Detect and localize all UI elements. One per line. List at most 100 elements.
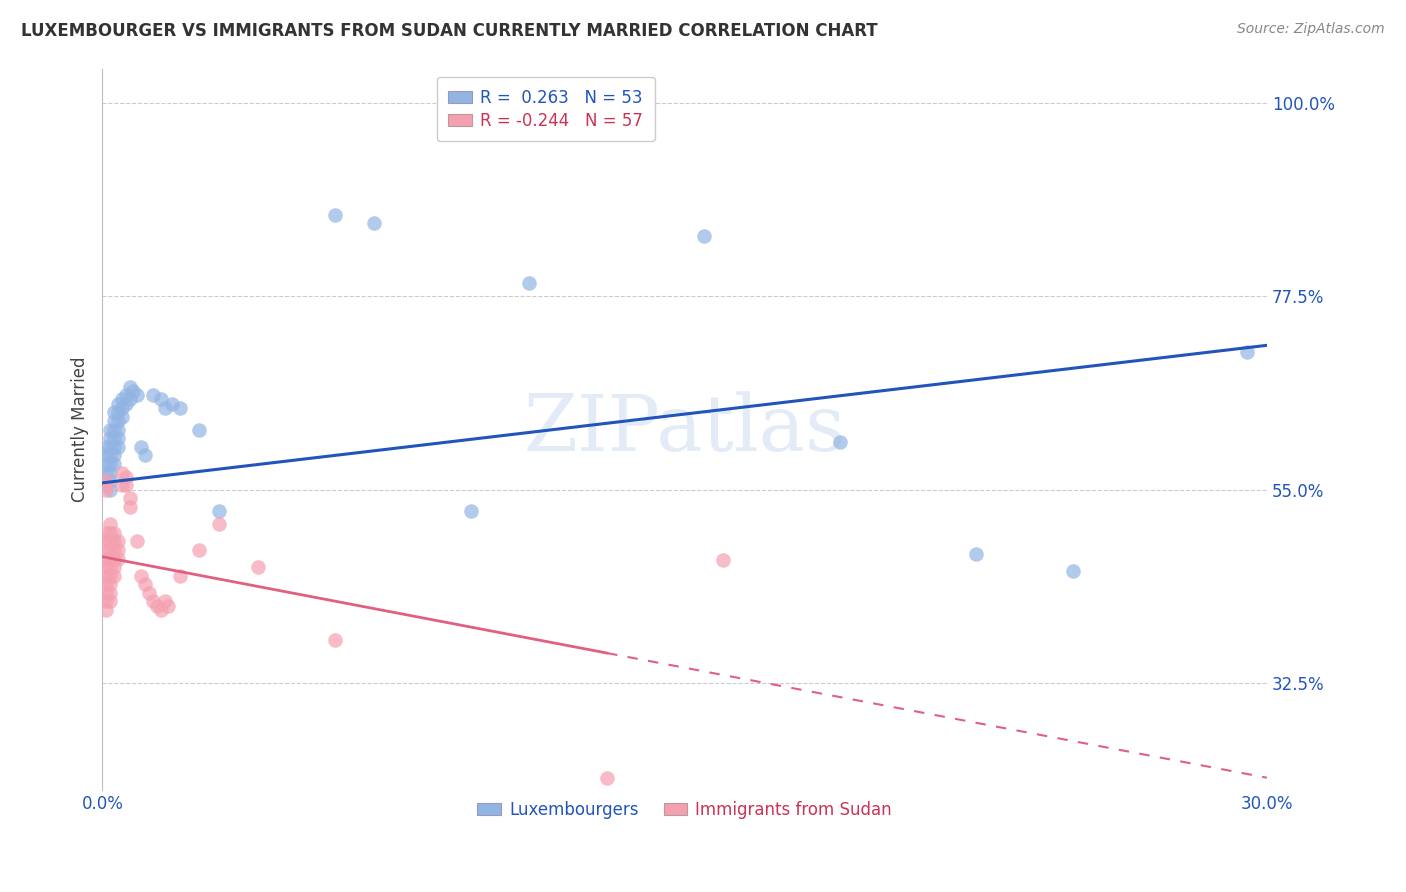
Point (96, 586, 118, 600)
Point (107, 551, 129, 566)
Point (596, 771, 619, 785)
Point (98, 517, 121, 532)
Point (98, 474, 121, 488)
Point (103, 423, 125, 437)
Point (828, 435, 851, 450)
Point (107, 405, 129, 419)
Point (103, 414, 125, 428)
Y-axis label: Currently Married: Currently Married (72, 357, 89, 502)
Text: ZIPatlas: ZIPatlas (523, 392, 845, 467)
Point (129, 440, 152, 454)
Point (114, 478, 136, 492)
Point (111, 478, 134, 492)
Point (103, 431, 125, 445)
Point (693, 229, 716, 244)
Point (323, 633, 346, 648)
Point (96, 551, 118, 566)
Point (519, 277, 541, 291)
Point (98, 457, 121, 471)
Point (134, 577, 156, 591)
Point (103, 560, 125, 574)
Point (142, 594, 165, 608)
Legend: Luxembourgers, Immigrants from Sudan: Luxembourgers, Immigrants from Sudan (471, 794, 898, 826)
Point (96, 525, 118, 540)
Point (98, 577, 121, 591)
Point (111, 392, 134, 407)
Point (134, 448, 156, 462)
Point (96, 466, 118, 480)
Point (114, 388, 136, 402)
Point (103, 440, 125, 454)
Point (162, 397, 184, 411)
Point (96, 603, 118, 617)
Point (96, 448, 118, 462)
Point (98, 594, 121, 608)
Point (1236, 345, 1258, 359)
Point (96, 542, 118, 557)
Point (96, 577, 118, 591)
Point (98, 483, 121, 497)
Point (103, 534, 125, 549)
Point (98, 551, 121, 566)
Point (98, 542, 121, 557)
Point (103, 542, 125, 557)
Point (96, 440, 118, 454)
Point (98, 466, 121, 480)
Point (98, 525, 121, 540)
Text: Source: ZipAtlas.com: Source: ZipAtlas.com (1237, 22, 1385, 37)
Point (323, 208, 346, 222)
Point (127, 534, 149, 549)
Point (114, 470, 136, 484)
Point (103, 568, 125, 582)
Point (107, 423, 129, 437)
Point (713, 553, 735, 567)
Point (1062, 565, 1084, 579)
Point (98, 586, 121, 600)
Point (103, 551, 125, 566)
Point (103, 457, 125, 471)
Point (118, 500, 141, 514)
Point (138, 586, 160, 600)
Point (157, 599, 180, 613)
Point (96, 474, 118, 488)
Point (127, 388, 149, 402)
Point (188, 423, 211, 437)
Point (111, 466, 134, 480)
Point (96, 594, 118, 608)
Point (107, 542, 129, 557)
Point (107, 414, 129, 428)
Point (96, 478, 118, 492)
Point (107, 431, 129, 445)
Point (98, 568, 121, 582)
Point (98, 431, 121, 445)
Text: LUXEMBOURGER VS IMMIGRANTS FROM SUDAN CURRENTLY MARRIED CORRELATION CHART: LUXEMBOURGER VS IMMIGRANTS FROM SUDAN CU… (21, 22, 877, 40)
Point (122, 384, 145, 398)
Point (208, 517, 231, 532)
Point (142, 388, 165, 402)
Point (98, 440, 121, 454)
Point (96, 560, 118, 574)
Point (98, 560, 121, 574)
Point (103, 405, 125, 419)
Point (129, 568, 152, 582)
Point (96, 483, 118, 497)
Point (107, 534, 129, 549)
Point (153, 594, 176, 608)
Point (149, 603, 172, 617)
Point (107, 440, 129, 454)
Point (111, 401, 134, 415)
Point (146, 599, 169, 613)
Point (114, 397, 136, 411)
Point (208, 504, 231, 518)
Point (169, 401, 191, 415)
Point (96, 568, 118, 582)
Point (118, 379, 141, 393)
Point (246, 560, 269, 574)
Point (96, 457, 118, 471)
Point (118, 491, 141, 506)
Point (107, 397, 129, 411)
Point (103, 525, 125, 540)
Point (965, 547, 987, 561)
Point (169, 568, 191, 582)
Point (98, 448, 121, 462)
